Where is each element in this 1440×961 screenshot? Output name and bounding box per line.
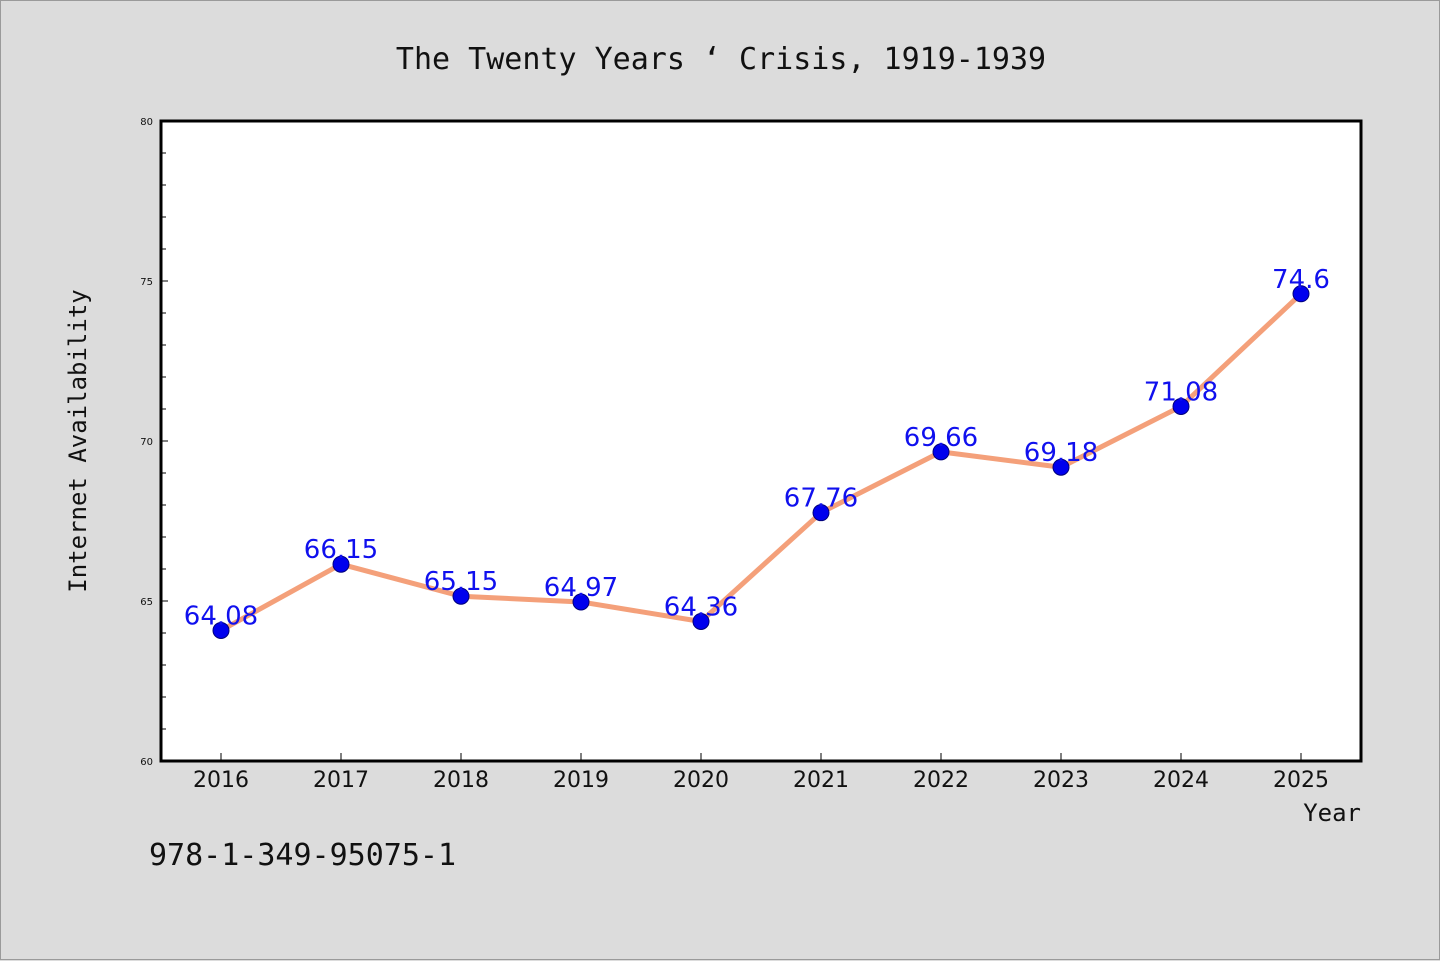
- x-tick-label: 2019: [553, 768, 609, 793]
- footer-code: 978-1-349-95075-1: [149, 838, 456, 873]
- x-tick-label: 2016: [193, 768, 249, 793]
- y-tick-label: 60: [140, 757, 153, 768]
- data-label: 74.6: [1272, 265, 1330, 295]
- data-point: [932, 443, 950, 461]
- data-point: [212, 621, 230, 639]
- y-tick-label: 75: [140, 277, 153, 288]
- data-markers: [212, 285, 1310, 639]
- data-label: 64.08: [184, 601, 258, 631]
- data-point: [1292, 285, 1310, 303]
- x-tick-label: 2025: [1273, 768, 1329, 793]
- data-point: [1052, 458, 1070, 476]
- data-labels: 64.08 66.15 65.15 64.97 64.36 67.76 69.66 69.18…: [184, 265, 1330, 632]
- data-label: 66.15: [304, 535, 378, 565]
- series-line: [219, 291, 1303, 633]
- data-label: 69.66: [904, 423, 978, 453]
- data-point: [1172, 397, 1190, 415]
- chart-title: The Twenty Years ‘ Crisis, 1919-1939: [396, 42, 1046, 77]
- data-label: 65.15: [424, 567, 498, 597]
- data-point: [572, 593, 590, 611]
- x-tick-label: 2022: [913, 768, 969, 793]
- data-label: 71.08: [1144, 377, 1218, 407]
- y-axis: 60 65 70 75 80: [140, 117, 168, 768]
- x-axis: 2016 2017 2018 2019 2020 2021 2022 2023 2024 2025: [193, 753, 1329, 793]
- x-tick-label: 2023: [1033, 768, 1089, 793]
- y-tick-label: 70: [140, 437, 153, 448]
- x-axis-label: Year: [1303, 799, 1361, 827]
- data-point: [332, 555, 350, 573]
- x-tick-label: 2020: [673, 768, 729, 793]
- data-point: [812, 504, 830, 522]
- plot-area: [159, 119, 1363, 763]
- x-tick-label: 2018: [433, 768, 489, 793]
- data-label: 64.36: [664, 592, 738, 622]
- data-label: 69.18: [1024, 438, 1098, 468]
- x-tick-label: 2021: [793, 768, 849, 793]
- data-point: [692, 612, 710, 630]
- data-point: [452, 587, 470, 605]
- y-tick-label: 65: [140, 597, 153, 608]
- y-tick-label: 80: [140, 117, 153, 128]
- data-label: 64.97: [544, 573, 618, 603]
- y-axis-label: Internet Availability: [64, 289, 92, 592]
- x-tick-label: 2017: [313, 768, 369, 793]
- data-label: 67.76: [784, 484, 858, 514]
- x-tick-label: 2024: [1153, 768, 1209, 793]
